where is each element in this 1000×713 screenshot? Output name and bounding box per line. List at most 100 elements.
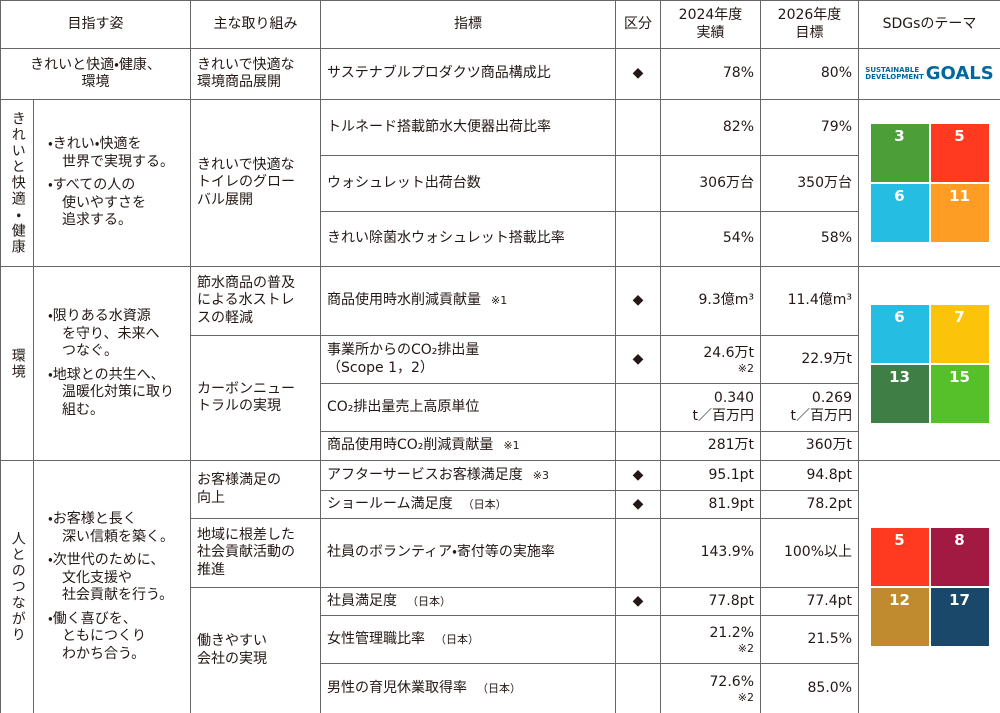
bullet: ・すべての人の 使いやすさを 追求する。: [48, 177, 146, 229]
actual-note: ※2: [737, 361, 754, 375]
indicator-cell: アフターサービスお客様満足度 ※3: [320, 460, 616, 491]
bullets-cell: ・限りある水資源 を守り、未来へ つなぐ。 ・地球との共生へ、 温暖化対策に取り …: [33, 266, 191, 461]
indicator-cell: きれい除菌水ウォシュレット搭載比率: [320, 211, 616, 267]
header-cell: 2024年度 実績: [660, 0, 761, 49]
actual-cell: 82%: [660, 99, 761, 156]
sdg-icon: 5: [870, 528, 929, 586]
initiative-cell: 働きやすい 会社の実現: [190, 587, 321, 713]
actual-cell: 78%: [660, 48, 761, 100]
sdg-grid: 6 7 13 15: [865, 304, 994, 423]
sdg-grid: 5 8 12 17: [865, 528, 994, 646]
initiative-cell: きれいで快適な 環境商品展開: [190, 48, 321, 100]
target-cell: 0.269 t／百万円: [760, 383, 859, 432]
actual-cell: 95.1pt: [660, 460, 761, 491]
actual-cell: 54%: [660, 211, 761, 267]
actual-cell: 281万t: [660, 431, 761, 461]
sdg-cell: 3 5 6 11: [858, 99, 1000, 267]
indicator-note: （日本）: [435, 632, 479, 646]
actual-cell: 143.9%: [660, 518, 761, 588]
indicator-cell: 事業所からのCO₂排出量 （Scope 1，2）: [320, 335, 616, 384]
target-cell: 350万台: [760, 155, 859, 212]
sdg-icon: 6: [870, 184, 929, 242]
mark-cell: ◆: [615, 48, 661, 100]
initiative-cell: きれいで快適な トイレのグロー バル展開: [190, 99, 321, 267]
target-cell: 22.9万t: [760, 335, 859, 384]
actual-cell: 24.6万t ※2: [660, 335, 761, 384]
table-row: 商品使用時CO₂削減貢献量 ※1 281万t 360万t: [1, 431, 1000, 461]
sdg-icon: 12: [870, 588, 929, 646]
sdg-icon: 13: [870, 364, 929, 423]
indicator-note: ※1: [503, 439, 520, 453]
indicator-note: ※1: [491, 294, 508, 308]
sdg-grid: 3 5 6 11: [865, 124, 994, 242]
indicator-note: （日本）: [477, 681, 521, 695]
target-cell: 85.0%: [760, 663, 859, 713]
header-cell: 2026年度 目標: [760, 0, 859, 49]
bullets-cell: ・お客様と長く 深い信頼を築く。 ・次世代のために、 文化支援や 社会貢献を行う。…: [33, 460, 191, 713]
table-row: 働きやすい 会社の実現 社員満足度 （日本） ◆ 77.8pt 77.4pt: [1, 587, 1000, 713]
target-cell: 79%: [760, 99, 859, 156]
table-row: きれい除菌水ウォシュレット搭載比率 54% 58%: [1, 211, 1000, 267]
bullet: ・次世代のために、 文化支援や 社会貢献を行う。: [48, 552, 174, 603]
table-row: 男性の育児休業取得率 （日本） 72.6% ※2 85.0%: [1, 663, 1000, 713]
mark-cell: [615, 518, 661, 588]
mark-cell: [615, 383, 661, 432]
indicator-cell: 女性管理職比率 （日本）: [320, 615, 616, 664]
header-cell: 指標: [320, 0, 616, 49]
indicator-cell: ウォシュレット出荷台数: [320, 155, 616, 212]
indicator-cell: ショールーム満足度 （日本）: [320, 490, 616, 519]
bullet: ・きれい・快適を 世界で実現する。: [48, 136, 174, 170]
header-cell: 区分: [615, 0, 661, 49]
table-row: ウォシュレット出荷台数 306万台 350万台: [1, 155, 1000, 212]
target-cell: 58%: [760, 211, 859, 267]
sdg-icon: 8: [930, 528, 989, 586]
indicator-cell: 商品使用時水削減貢献量 ※1: [320, 266, 616, 336]
target-cell: 360万t: [760, 431, 859, 461]
table-row: 目指す姿 主な取り組み 指標 区分 2024年度 実績 2026年度 目標 SDGsのテーマ: [0, 0, 1000, 49]
group-label: 環境: [0, 266, 34, 461]
logo-line: DEVELOPMENT: [865, 73, 924, 81]
actual-cell: 0.340 t／百万円: [660, 383, 761, 432]
actual-cell: 77.8pt: [660, 587, 761, 616]
bullet: ・働く喜びを、 ともにつくり わかち合う。: [48, 610, 146, 662]
initiative-cell: お客様満足の 向上: [190, 460, 321, 519]
table-row: きれいと快適・健康 ・きれい・快適を 世界で実現する。 ・すべての人の 使いやすさを…: [0, 99, 1000, 267]
target-cell: 94.8pt: [760, 460, 859, 491]
mark-cell: ◆: [615, 460, 661, 491]
target-cell: 21.5%: [760, 615, 859, 664]
sdg-icon: 11: [930, 184, 989, 242]
logo-word: GOALS: [925, 63, 994, 84]
vision-cell: きれいと快適・健康、 環境: [0, 48, 191, 100]
header-cell: SDGsのテーマ: [858, 0, 1000, 49]
initiative-cell: 節水商品の普及 による水ストレ スの軽減: [190, 266, 321, 336]
table-row: きれいと快適・健康、 環境 きれいで快適な 環境商品展開 サステナブルプロダクツ商品…: [0, 48, 1000, 100]
target-cell: 100%以上: [760, 518, 859, 588]
sdg-logo-cell: SUSTAINABLE DEVELOPMENT GOALS: [858, 48, 1000, 100]
indicator-cell: サステナブルプロダクツ商品構成比: [320, 48, 616, 100]
target-cell: 11.4億m³: [760, 266, 859, 336]
table-row: 環境 ・限りある水資源 を守り、未来へ つなぐ。 ・地球との共生へ、 温暖化対策に取…: [0, 266, 1000, 461]
table-row: カーボンニュー トラルの実現 事業所からのCO₂排出量 （Scope 1，2） ◆ 2…: [1, 335, 1000, 461]
actual-cell: 306万台: [660, 155, 761, 212]
indicator-note: （日本）: [407, 594, 451, 608]
sdg-icon: 7: [930, 304, 989, 363]
actual-cell: 72.6% ※2: [660, 663, 761, 713]
group-label: 人とのつながり: [0, 460, 34, 713]
bullet: ・限りある水資源 を守り、未来へ つなぐ。: [48, 308, 160, 359]
mark-cell: [615, 615, 661, 664]
logo-small: SUSTAINABLE DEVELOPMENT: [865, 67, 923, 81]
indicator-cell: 男性の育児休業取得率 （日本）: [320, 663, 616, 713]
indicator-cell: 社員のボランティア・寄付等の実施率: [320, 518, 616, 588]
table-row: 女性管理職比率 （日本） 21.2% ※2 21.5%: [1, 615, 1000, 664]
indicator-cell: 商品使用時CO₂削減貢献量 ※1: [320, 431, 616, 461]
sdg-icon: 17: [930, 588, 989, 646]
mark-cell: [615, 99, 661, 156]
actual-cell: 81.9pt: [660, 490, 761, 519]
initiative-cell: カーボンニュー トラルの実現: [190, 335, 321, 461]
target-cell: 77.4pt: [760, 587, 859, 616]
mark-cell: ◆: [615, 490, 661, 519]
table-row: 地域に根差した 社会貢献活動の 推進 社員のボランティア・寄付等の実施率 143.9…: [1, 518, 1000, 588]
sdg-icon: 3: [870, 124, 929, 182]
